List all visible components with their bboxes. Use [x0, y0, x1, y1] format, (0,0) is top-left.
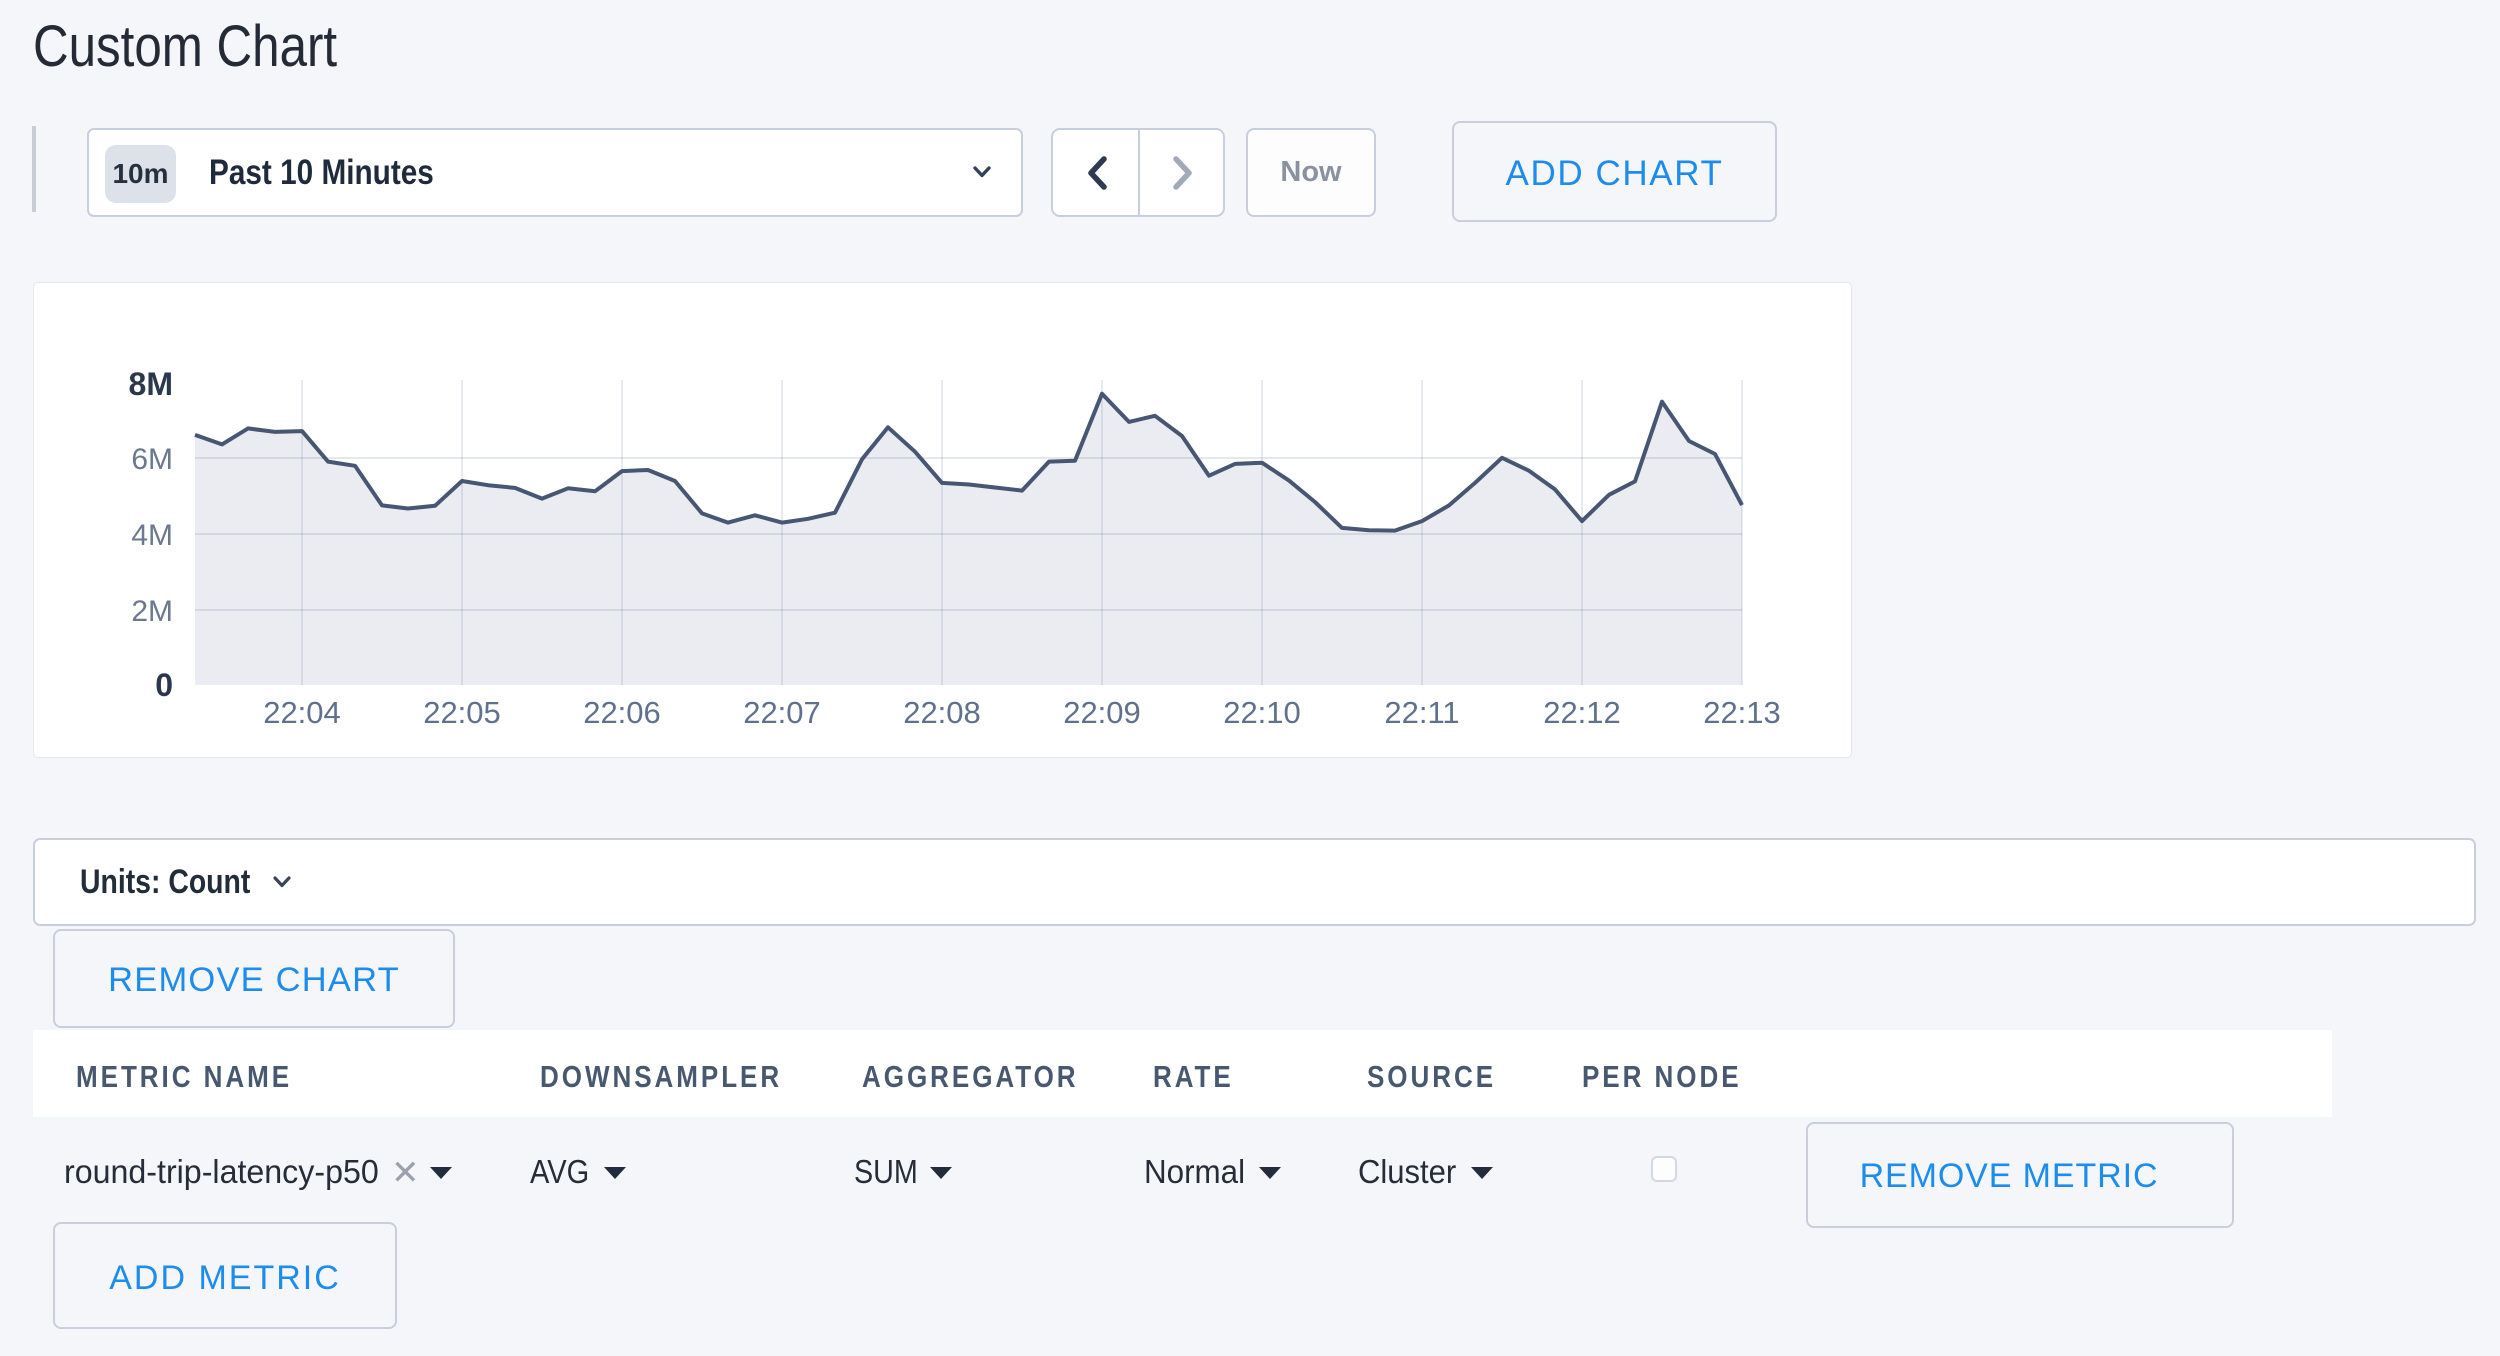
svg-text:4M: 4M [131, 519, 173, 552]
svg-text:2M: 2M [131, 595, 173, 628]
svg-text:6M: 6M [131, 443, 173, 476]
svg-text:22:05: 22:05 [423, 695, 501, 730]
svg-text:22:08: 22:08 [903, 695, 981, 730]
svg-text:22:13: 22:13 [1703, 695, 1781, 730]
svg-text:8M: 8M [129, 366, 173, 402]
svg-text:22:11: 22:11 [1384, 695, 1459, 730]
svg-text:22:09: 22:09 [1063, 695, 1141, 730]
svg-text:0: 0 [155, 667, 173, 703]
svg-text:22:12: 22:12 [1543, 695, 1621, 730]
svg-text:22:10: 22:10 [1223, 695, 1301, 730]
svg-text:22:07: 22:07 [743, 695, 821, 730]
svg-text:22:06: 22:06 [583, 695, 661, 730]
svg-text:22:04: 22:04 [263, 695, 341, 730]
